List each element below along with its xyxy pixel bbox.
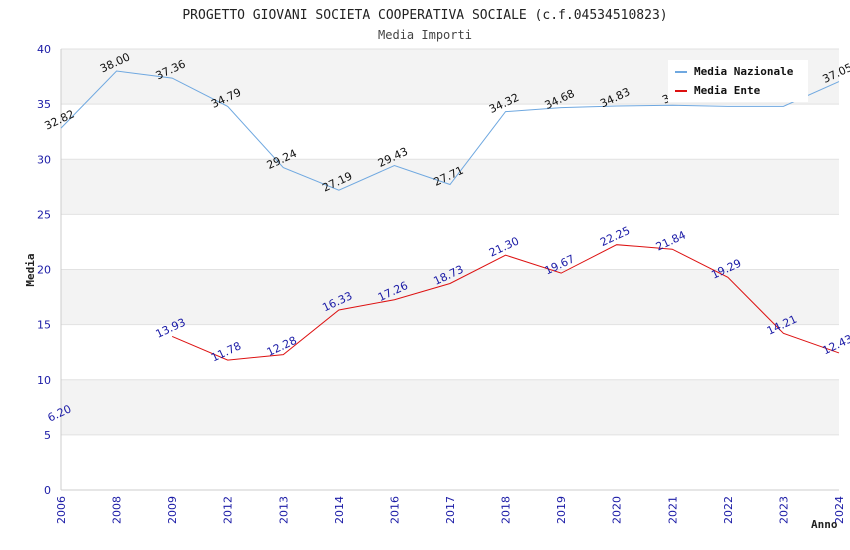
series-lines — [60, 70, 840, 361]
x-tick-label: 2022 — [722, 496, 735, 524]
y-tick-label: 40 — [37, 43, 51, 56]
series-line-1 — [171, 244, 840, 361]
grid-band — [61, 324, 839, 380]
y-axis-label: Media — [24, 253, 37, 286]
x-axis-label: Anno — [811, 518, 838, 531]
x-tick-label: 2006 — [55, 496, 68, 524]
y-tick-label: 25 — [37, 208, 51, 221]
legend: Media Nazionale Media Ente — [668, 60, 808, 102]
y-tick-label: 15 — [37, 319, 51, 332]
x-tick-label: 2020 — [611, 496, 624, 524]
grid-band — [61, 269, 839, 325]
x-tick-label: 2023 — [777, 496, 790, 524]
x-tick-label: 2014 — [333, 496, 346, 524]
y-tick-label: 20 — [37, 264, 51, 277]
y-tick-label: 35 — [37, 98, 51, 111]
chart-title: PROGETTO GIOVANI SOCIETA COOPERATIVA SOC… — [182, 8, 667, 23]
axes — [60, 49, 839, 491]
y-tick-label: 5 — [44, 429, 51, 442]
x-tick-label: 2017 — [444, 496, 457, 524]
legend-label-nazionale: Media Nazionale — [694, 65, 794, 78]
grid-band — [61, 159, 839, 215]
x-tick-label: 2008 — [111, 496, 124, 524]
x-tick-label: 2009 — [166, 496, 179, 524]
y-tick-label: 0 — [44, 484, 51, 497]
x-tick-labels: 2006 2008 2009 2012 2013 2014 2016 2017 2018 2019… — [55, 496, 846, 524]
y-tick-label: 30 — [37, 153, 51, 166]
x-tick-label: 2018 — [500, 496, 513, 524]
y-tick-labels: 0 5 10 15 20 25 30 35 40 — [37, 43, 51, 497]
x-tick-label: 2016 — [388, 496, 401, 524]
series-line-0 — [60, 70, 840, 191]
x-tick-label: 2024 — [833, 496, 846, 524]
legend-box — [668, 60, 808, 102]
x-tick-label: 2019 — [555, 496, 568, 524]
grid-band — [61, 104, 839, 160]
legend-label-ente: Media Ente — [694, 84, 761, 97]
x-tick-label: 2013 — [277, 496, 290, 524]
grid-band — [61, 214, 839, 270]
y-tick-label: 10 — [37, 374, 51, 387]
grid-band — [61, 379, 839, 435]
x-tick-label: 2021 — [666, 496, 679, 524]
grid-bands — [61, 49, 839, 490]
grid-band — [61, 434, 839, 490]
x-tick-label: 2012 — [222, 496, 235, 524]
chart-subtitle: Media Importi — [378, 28, 472, 42]
